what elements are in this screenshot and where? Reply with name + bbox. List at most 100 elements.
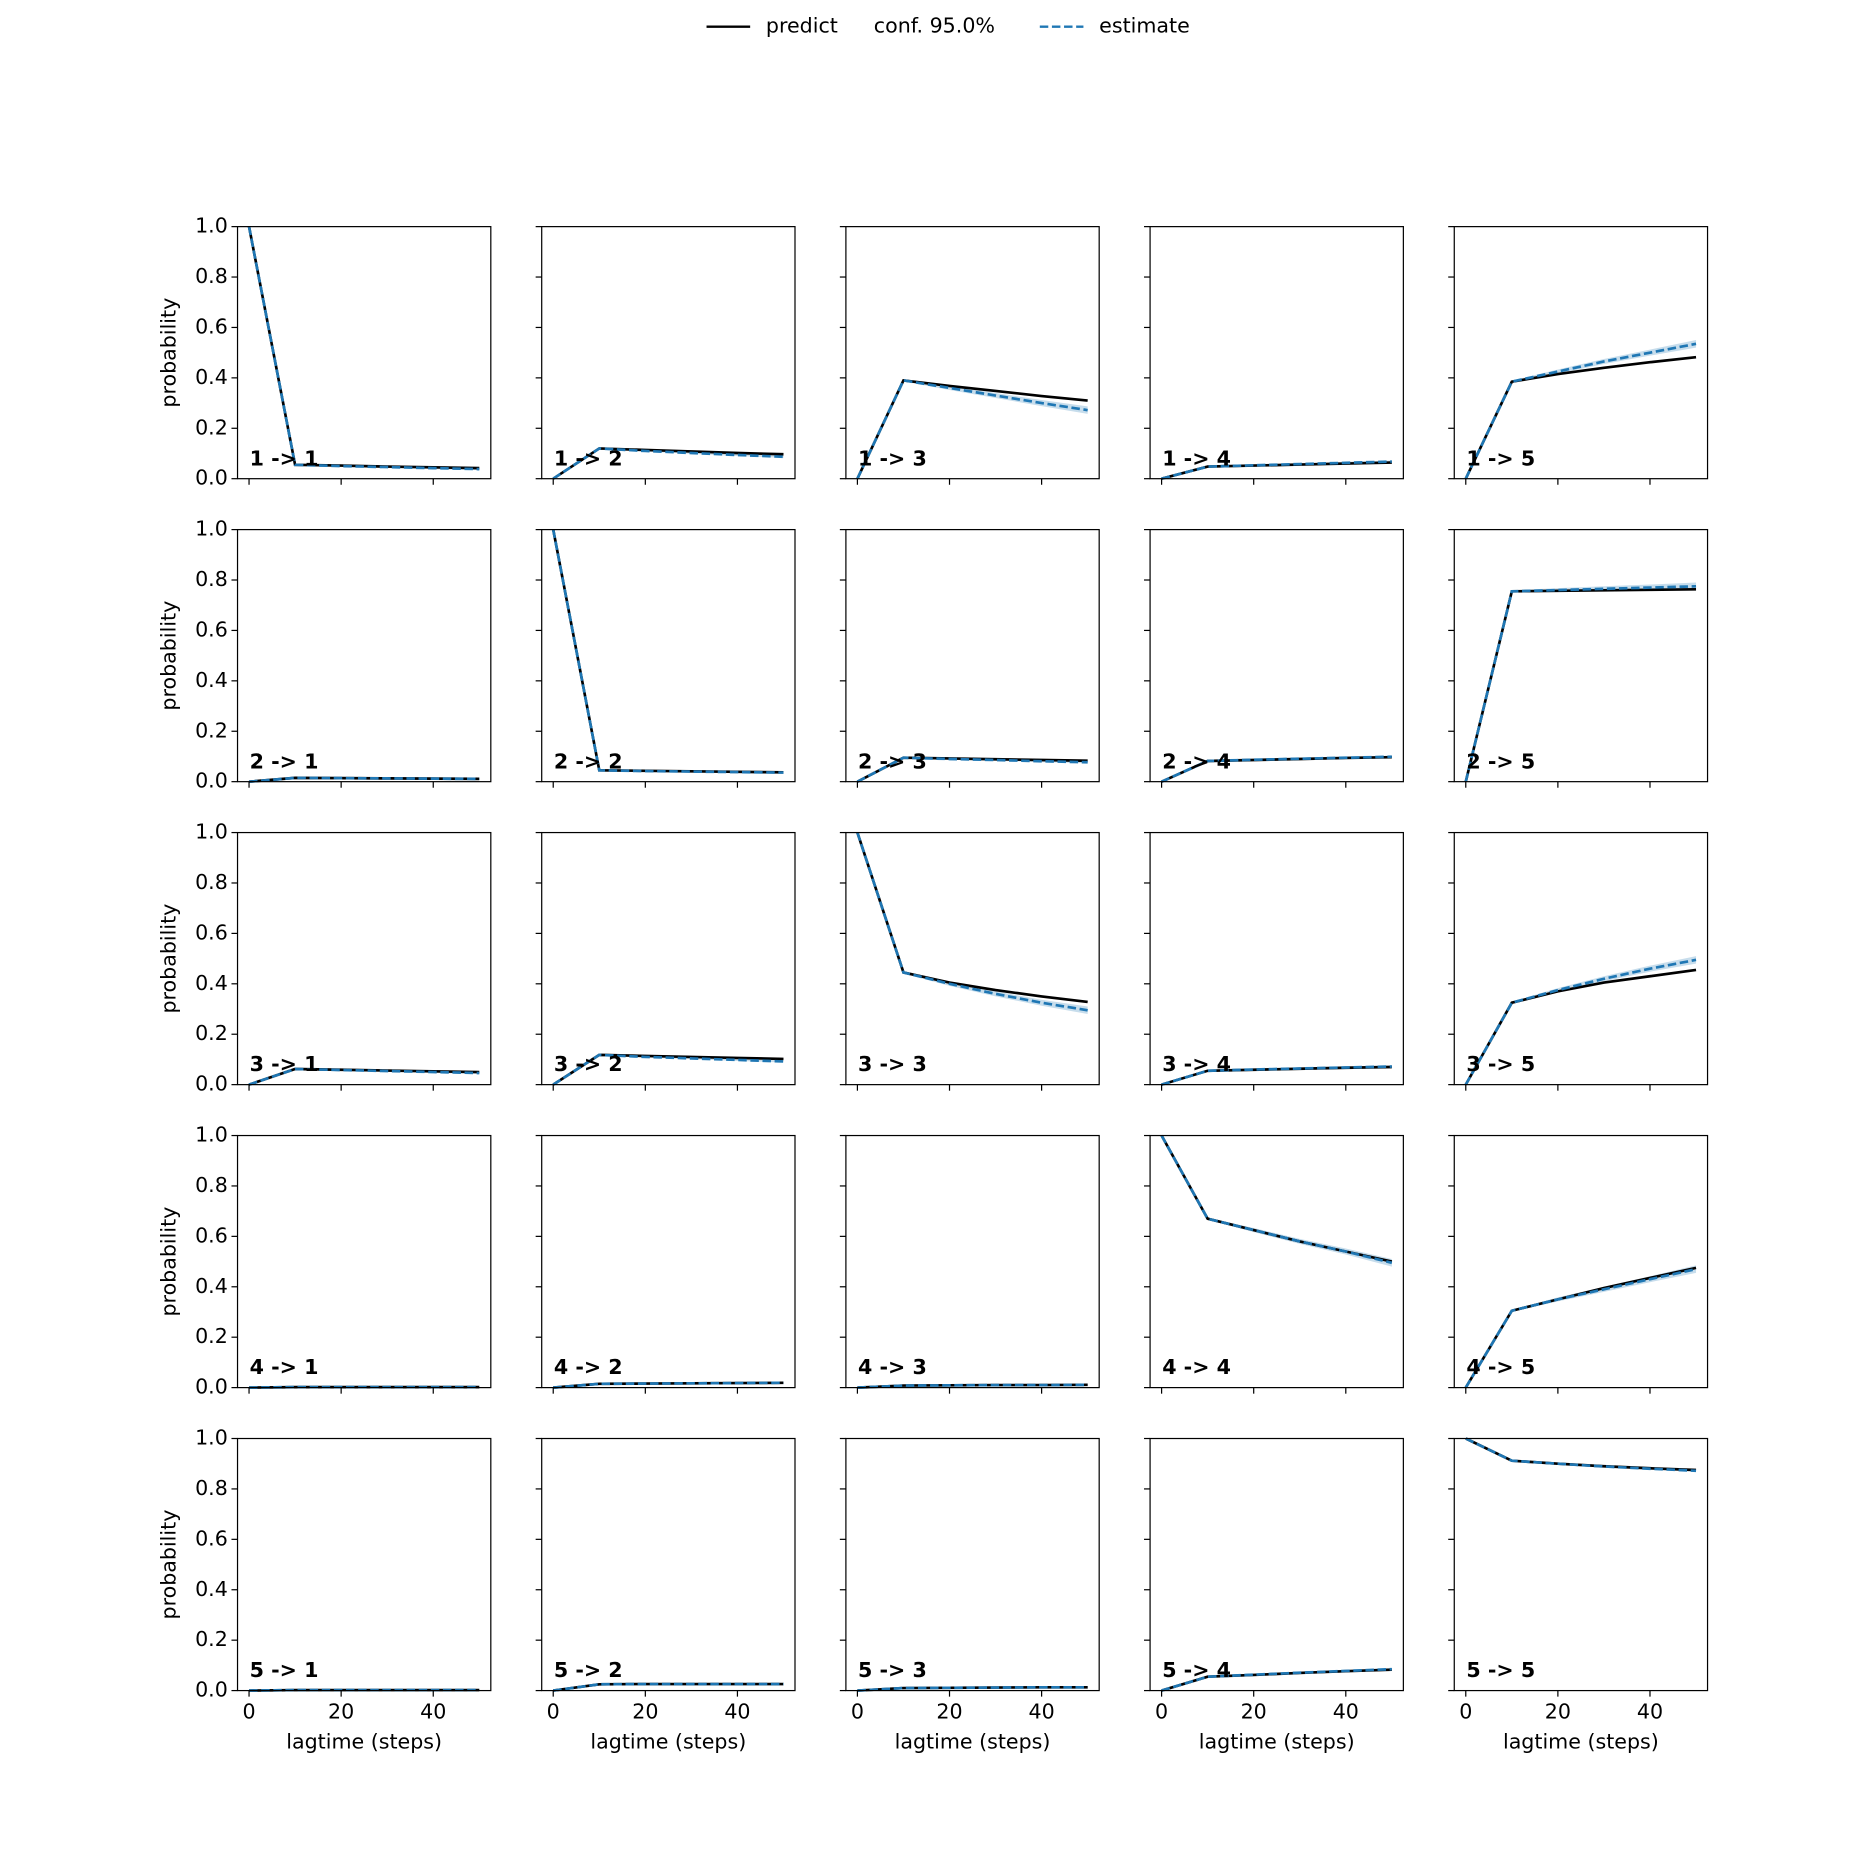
y-tick-label: 0.0 [195,1678,228,1702]
predict-line [247,226,480,470]
estimate-line [857,1383,1088,1389]
y-axis-label: probability [157,1510,181,1620]
y-tick-label: 1.0 [195,517,228,541]
y-tick-label: 0.8 [195,870,228,894]
plot-frame [541,226,796,480]
x-tick-label: 20 [1241,1699,1267,1723]
conf-band [1161,1135,1392,1267]
y-tick-label: 0.2 [195,1324,228,1348]
x-tick-label: 20 [1545,1699,1571,1723]
plot-frame [541,1437,796,1692]
panel-title: 4 -> 3 [858,1355,927,1379]
estimate-line [553,1682,784,1692]
panel-title: 2 -> 5 [1466,749,1535,773]
plot-frame [1453,1437,1709,1692]
y-tick-label: 0.6 [195,617,228,641]
plot-frame [236,1134,492,1389]
x-tick-label: 40 [724,1699,750,1723]
y-tick-label: 0.0 [195,466,228,490]
y-tick-label: 0.0 [195,1072,228,1096]
x-tick-label: 0 [1459,1699,1472,1723]
estimate-line [248,776,480,783]
conf-band [553,529,784,774]
plot-frame [1453,1134,1709,1389]
plot-frame [1453,831,1709,1086]
estimate-line [552,447,784,480]
plot-frame [236,831,492,1086]
panel-title: 1 -> 5 [1466,446,1535,470]
plot-frame [541,528,796,783]
panel-title: 1 -> 4 [1162,446,1231,470]
panel-title: 1 -> 2 [554,446,623,470]
x-axis-label: lagtime (steps) [590,1730,746,1754]
panel-title: 2 -> 2 [554,749,623,773]
panel-title: 4 -> 5 [1466,1355,1535,1379]
legend-label: estimate [1099,14,1190,38]
y-tick-label: 0.2 [195,1021,228,1045]
panel-title: 5 -> 2 [554,1658,623,1682]
panel-title: 2 -> 4 [1162,749,1231,773]
plot-frame [1149,1437,1404,1692]
y-tick-label: 1.0 [195,1426,228,1450]
x-tick-label: 20 [328,1699,354,1723]
estimate-line [1464,584,1697,782]
y-axis-label: probability [157,904,181,1014]
plot-frame [845,528,1100,783]
conf-band [249,226,480,471]
estimate-line [857,1685,1088,1692]
y-tick-label: 0.4 [195,1577,228,1601]
x-axis-label: lagtime (steps) [895,1730,1051,1754]
estimate-line [247,226,480,471]
y-tick-label: 0.8 [195,264,228,288]
plot-frame [1453,226,1709,480]
plot-frame [236,226,492,480]
plot-frame [236,528,492,783]
panel-title: 5 -> 5 [1466,1658,1535,1682]
y-tick-label: 0.8 [195,1173,228,1197]
predict-line [1160,1134,1393,1263]
panel-title: 4 -> 4 [1162,1355,1231,1379]
panel-title: 1 -> 1 [250,446,319,470]
panel-title: 3 -> 5 [1466,1052,1535,1076]
y-tick-label: 0.4 [195,971,228,995]
x-tick-label: 0 [851,1699,864,1723]
x-axis-label: lagtime (steps) [1503,1730,1659,1754]
panel-title: 5 -> 1 [250,1658,319,1682]
estimate-line [553,1381,784,1389]
y-tick-label: 0.8 [195,567,228,591]
y-tick-label: 0.4 [195,668,228,692]
panel-title: 2 -> 3 [858,749,927,773]
estimate-line [1161,1667,1392,1692]
estimate-line [856,756,1088,783]
plot-frame [236,1437,492,1692]
plot-frame [1149,528,1404,783]
estimate-line [1161,755,1392,783]
y-tick-label: 1.0 [195,214,228,238]
panel-title: 4 -> 2 [554,1355,623,1379]
estimate-line [1161,460,1392,480]
estimate-line [856,832,1088,1012]
plot-frame [845,226,1100,480]
estimate-line [856,378,1088,480]
y-tick-label: 0.8 [195,1476,228,1500]
panel-title: 3 -> 2 [554,1052,623,1076]
y-tick-label: 0.4 [195,365,228,389]
panel-title: 5 -> 3 [858,1658,927,1682]
estimate-line [1464,1267,1697,1389]
x-tick-label: 0 [1155,1699,1168,1723]
y-axis-label: probability [157,601,181,711]
x-tick-label: 0 [547,1699,560,1723]
y-tick-label: 0.6 [195,1526,228,1550]
x-tick-label: 20 [632,1699,658,1723]
panel-title: 4 -> 1 [250,1355,319,1379]
plot-frame [845,1437,1100,1692]
y-tick-label: 0.2 [195,1627,228,1651]
x-tick-label: 40 [1637,1699,1663,1723]
plot-frame [1149,831,1404,1086]
x-tick-label: 20 [936,1699,962,1723]
panel-title: 3 -> 1 [250,1052,319,1076]
estimate-line [1464,958,1697,1086]
y-tick-label: 0.6 [195,920,228,944]
y-tick-label: 0.2 [195,718,228,742]
